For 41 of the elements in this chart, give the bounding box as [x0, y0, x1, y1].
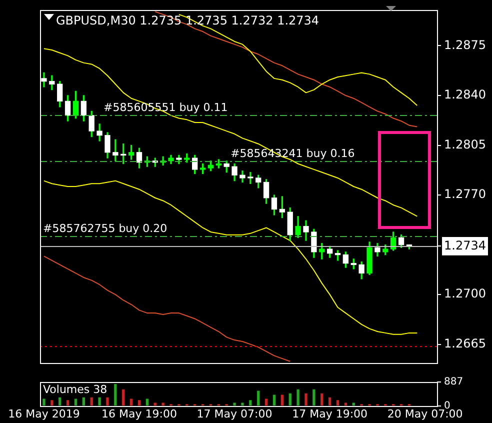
bar [66, 400, 70, 406]
bar [106, 397, 109, 406]
bar [50, 400, 54, 406]
x-tick-label: 17 May 07:00 [196, 407, 272, 420]
bar [288, 393, 292, 406]
y-tick-label: 1.2770 [444, 187, 486, 202]
bar [98, 397, 101, 406]
x-tick-label: 17 May 19:00 [292, 407, 368, 420]
bar [233, 402, 236, 406]
bar [42, 398, 46, 406]
bar [336, 400, 340, 406]
bar [304, 393, 308, 406]
y-tick-label: 1.2734 [444, 238, 486, 252]
y-tick-label: 887 [444, 376, 464, 388]
bar [241, 402, 244, 406]
bar [320, 393, 324, 406]
bar [328, 397, 332, 406]
bar [114, 384, 117, 406]
bar [272, 394, 276, 406]
bar [58, 397, 62, 406]
bar [296, 389, 300, 406]
bar [138, 400, 141, 406]
bar [90, 397, 93, 406]
y-tick-label: 1.2805 [444, 137, 486, 152]
y-tick-label: 1.2665 [444, 336, 486, 350]
y-tick-label: 1.2875 [444, 38, 486, 52]
bar [82, 397, 85, 406]
ref-line-label: #585762755 buy 0.20 [43, 222, 168, 235]
chart-title: Volumes 38 [43, 382, 108, 396]
y-tick-label: 1.2700 [444, 286, 486, 301]
bar [257, 390, 260, 406]
y-tick-label: 0 [444, 400, 450, 412]
candlestick [112, 139, 118, 162]
bar [312, 389, 316, 406]
bar [249, 400, 252, 406]
y-tick-label: 1.2840 [444, 88, 486, 102]
bar [162, 402, 164, 406]
x-tick-label: 16 May 2019 [8, 407, 80, 420]
bar [280, 394, 284, 406]
bar [122, 389, 125, 406]
x-tick-label: 16 May 19:00 [102, 407, 177, 420]
